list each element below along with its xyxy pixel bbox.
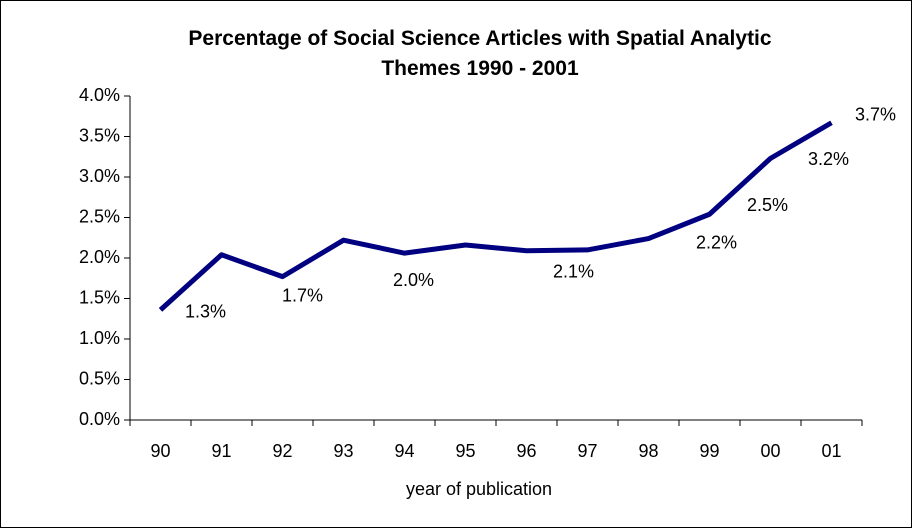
data-label: 3.2% — [808, 149, 849, 169]
data-label: 1.3% — [185, 302, 226, 322]
y-tick-label: 4.0% — [79, 85, 120, 105]
data-line — [158, 120, 833, 312]
x-tick-label: 99 — [699, 441, 719, 461]
data-label: 2.1% — [553, 262, 594, 282]
y-tick-label: 1.0% — [79, 328, 120, 348]
data-label: 2.5% — [747, 195, 788, 215]
y-tick-label: 2.0% — [79, 247, 120, 267]
y-tick-label: 3.5% — [79, 125, 120, 145]
x-tick-label: 01 — [821, 441, 841, 461]
data-label: 2.0% — [393, 270, 434, 290]
x-tick-label: 90 — [150, 441, 170, 461]
chart-title: Percentage of Social Science Articles wi… — [188, 27, 772, 80]
x-tick-label: 96 — [516, 441, 536, 461]
x-tick-label: 93 — [333, 441, 353, 461]
x-tick-label: 95 — [455, 441, 475, 461]
x-axis-label: year of publication — [406, 479, 552, 499]
y-tick-label: 0.0% — [79, 409, 120, 429]
y-tick-label: 2.5% — [79, 206, 120, 226]
x-tick-label: 94 — [394, 441, 414, 461]
y-tick-label: 1.5% — [79, 287, 120, 307]
x-tick-label: 97 — [577, 441, 597, 461]
y-tick-label: 0.5% — [79, 368, 120, 388]
data-label: 3.7% — [855, 104, 896, 124]
data-label: 1.7% — [282, 285, 323, 305]
x-tick-label: 98 — [638, 441, 658, 461]
x-tick-label: 00 — [760, 441, 780, 461]
y-tick-label: 3.0% — [79, 166, 120, 186]
x-tick-label: 91 — [211, 441, 231, 461]
x-tick-label: 92 — [272, 441, 292, 461]
data-label: 2.2% — [696, 232, 737, 252]
